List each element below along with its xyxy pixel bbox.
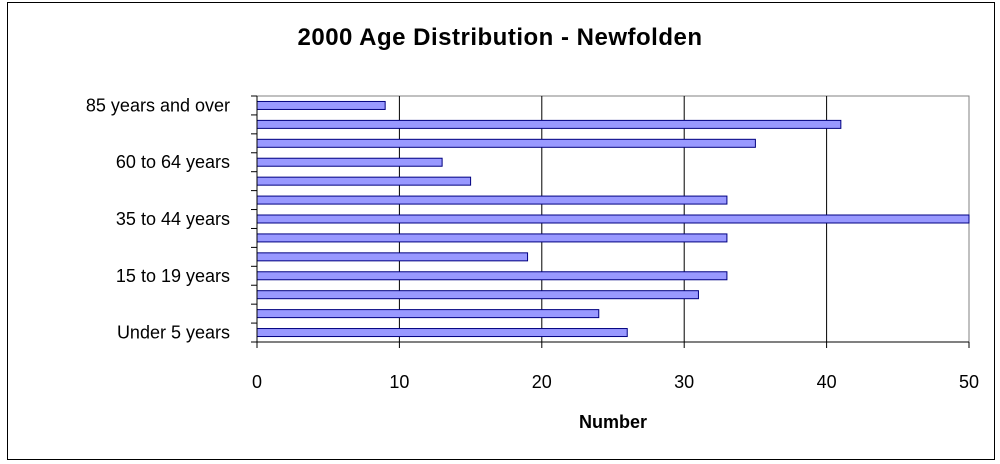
y-tick-label: 35 to 44 years: [116, 209, 230, 229]
axes: [251, 95, 970, 348]
x-tick-label: 0: [252, 372, 262, 392]
y-tick-label: 85 years and over: [86, 95, 230, 115]
bar: [256, 119, 842, 129]
bar: [256, 309, 600, 319]
bar: [256, 271, 728, 281]
bar: [256, 176, 472, 186]
y-tick-labels: Under 5 years 15 to 19 years 35 to 44 year…: [86, 95, 230, 342]
bar: [256, 138, 756, 148]
bar: [256, 328, 628, 338]
bar: [256, 290, 699, 300]
y-tick-label: Under 5 years: [117, 323, 230, 343]
bar: [256, 233, 728, 243]
x-tick-label: 10: [389, 372, 409, 392]
y-tick-label: 15 to 19 years: [116, 266, 230, 286]
x-tick-label: 20: [532, 372, 552, 392]
x-tick-label: 30: [674, 372, 694, 392]
y-tick-label: 60 to 64 years: [116, 152, 230, 172]
bar: [256, 195, 728, 205]
x-tick-label: 40: [817, 372, 837, 392]
x-tick-label: 50: [959, 372, 979, 392]
bar: [256, 100, 386, 110]
bar: [256, 252, 529, 262]
chart-title: 2000 Age Distribution - Newfolden: [297, 24, 703, 51]
x-tick-labels: 0 10 20 30 40 50: [252, 372, 979, 392]
x-axis-title: Number: [579, 412, 647, 432]
bar: [256, 214, 970, 224]
bar: [256, 157, 443, 167]
